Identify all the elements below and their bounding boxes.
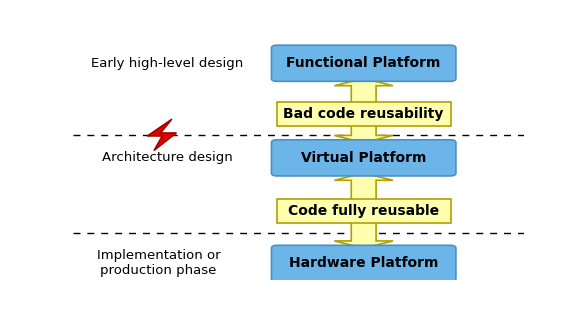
Text: Early high-level design: Early high-level design	[91, 57, 244, 70]
Text: Functional Platform: Functional Platform	[286, 56, 441, 70]
Polygon shape	[335, 78, 393, 143]
Text: Architecture design: Architecture design	[102, 152, 233, 164]
FancyBboxPatch shape	[277, 102, 450, 126]
FancyBboxPatch shape	[271, 140, 456, 176]
Text: Virtual Platform: Virtual Platform	[301, 151, 427, 165]
Text: Code fully reusable: Code fully reusable	[288, 204, 439, 218]
FancyBboxPatch shape	[277, 199, 450, 223]
Polygon shape	[335, 173, 393, 248]
FancyBboxPatch shape	[271, 245, 456, 281]
Text: Bad code reusability: Bad code reusability	[283, 107, 444, 121]
Polygon shape	[147, 119, 176, 151]
Text: Implementation or
production phase: Implementation or production phase	[97, 249, 220, 278]
FancyBboxPatch shape	[271, 45, 456, 81]
Text: Hardware Platform: Hardware Platform	[289, 256, 438, 270]
